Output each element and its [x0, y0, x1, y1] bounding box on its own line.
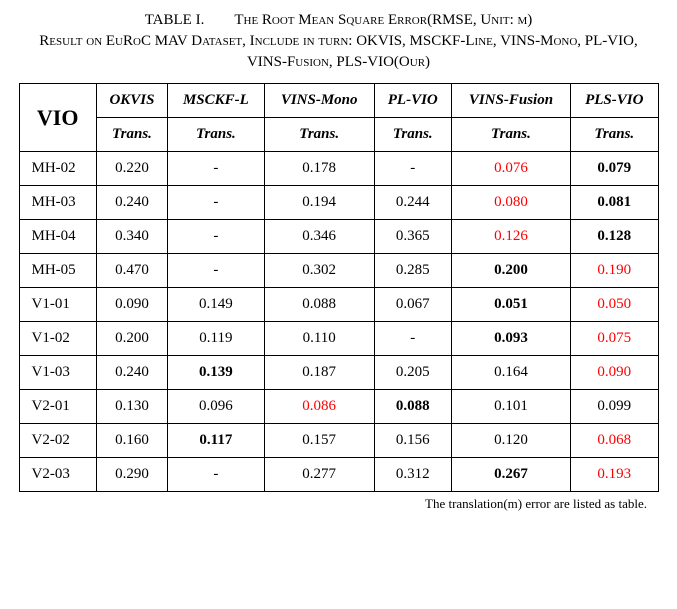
table-cell: 0.290 — [96, 458, 167, 492]
row-name: V2-01 — [19, 390, 96, 424]
table-cell: 0.086 — [264, 390, 374, 424]
header-method-5: PLS-VIO — [571, 84, 658, 118]
table-cell: 0.187 — [264, 356, 374, 390]
header-method-2: VINS-Mono — [264, 84, 374, 118]
table-cell: 0.088 — [264, 288, 374, 322]
table-cell: 0.205 — [374, 356, 451, 390]
row-name: V1-01 — [19, 288, 96, 322]
table-cell: 0.130 — [96, 390, 167, 424]
header-method-0: OKVIS — [96, 84, 167, 118]
row-name: V1-02 — [19, 322, 96, 356]
table-cell: 0.126 — [451, 220, 570, 254]
table-cell: 0.240 — [96, 356, 167, 390]
table-cell: 0.157 — [264, 424, 374, 458]
table-cell: 0.277 — [264, 458, 374, 492]
table-cell: 0.470 — [96, 254, 167, 288]
caption-title-line-1: The Root Mean Square Error(RMSE, Unit: m… — [234, 12, 532, 28]
table-cell: 0.110 — [264, 322, 374, 356]
row-name: MH-05 — [19, 254, 96, 288]
table-cell: 0.117 — [168, 424, 265, 458]
table-cell: 0.119 — [168, 322, 265, 356]
table-row: MH-020.220-0.178-0.0760.079 — [19, 152, 658, 186]
table-cell: 0.193 — [571, 458, 658, 492]
table-cell: 0.093 — [451, 322, 570, 356]
row-name: V2-03 — [19, 458, 96, 492]
table-cell: - — [168, 254, 265, 288]
table-cell: - — [168, 220, 265, 254]
table-cell: 0.244 — [374, 186, 451, 220]
table-cell: 0.139 — [168, 356, 265, 390]
table-cell: 0.164 — [451, 356, 570, 390]
table-row: V1-010.0900.1490.0880.0670.0510.050 — [19, 288, 658, 322]
row-name: MH-04 — [19, 220, 96, 254]
table-cell: 0.090 — [571, 356, 658, 390]
header-method-1: MSCKF-L — [168, 84, 265, 118]
table-cell: 0.101 — [451, 390, 570, 424]
table-cell: 0.302 — [264, 254, 374, 288]
caption-title-line-2: Result on EuRoC MAV Dataset, Include in … — [39, 33, 637, 70]
header-sub-1: Trans. — [168, 118, 265, 152]
table-caption: TABLE I. The Root Mean Square Error(RMSE… — [30, 10, 647, 73]
header-vio: VIO — [19, 84, 96, 152]
table-row: V1-020.2000.1190.110-0.0930.075 — [19, 322, 658, 356]
header-method-4: VINS-Fusion — [451, 84, 570, 118]
header-sub-0: Trans. — [96, 118, 167, 152]
table-cell: 0.194 — [264, 186, 374, 220]
table-cell: - — [168, 458, 265, 492]
row-name: V1-03 — [19, 356, 96, 390]
table-cell: 0.067 — [374, 288, 451, 322]
table-cell: 0.051 — [451, 288, 570, 322]
table-cell: 0.099 — [571, 390, 658, 424]
table-cell: 0.080 — [451, 186, 570, 220]
header-sub-5: Trans. — [571, 118, 658, 152]
table-cell: 0.128 — [571, 220, 658, 254]
table-cell: 0.200 — [96, 322, 167, 356]
table-cell: 0.079 — [571, 152, 658, 186]
table-cell: - — [374, 152, 451, 186]
table-cell: 0.190 — [571, 254, 658, 288]
table-cell: 0.160 — [96, 424, 167, 458]
table-cell: 0.156 — [374, 424, 451, 458]
header-sub-3: Trans. — [374, 118, 451, 152]
header-sub-4: Trans. — [451, 118, 570, 152]
table-cell: 0.365 — [374, 220, 451, 254]
table-cell: 0.075 — [571, 322, 658, 356]
table-row: MH-030.240-0.1940.2440.0800.081 — [19, 186, 658, 220]
caption-table-number: TABLE I. — [145, 12, 205, 28]
table-cell: 0.312 — [374, 458, 451, 492]
table-cell: 0.076 — [451, 152, 570, 186]
table-row: V1-030.2400.1390.1870.2050.1640.090 — [19, 356, 658, 390]
table-cell: 0.050 — [571, 288, 658, 322]
table-cell: 0.267 — [451, 458, 570, 492]
table-row: V2-010.1300.0960.0860.0880.1010.099 — [19, 390, 658, 424]
table-cell: 0.340 — [96, 220, 167, 254]
table-footnote: The translation(m) error are listed as t… — [10, 496, 647, 512]
table-row: MH-040.340-0.3460.3650.1260.128 — [19, 220, 658, 254]
table-cell: 0.200 — [451, 254, 570, 288]
table-cell: 0.346 — [264, 220, 374, 254]
table-cell: 0.240 — [96, 186, 167, 220]
table-row: MH-050.470-0.3020.2850.2000.190 — [19, 254, 658, 288]
header-method-3: PL-VIO — [374, 84, 451, 118]
table-row: V2-030.290-0.2770.3120.2670.193 — [19, 458, 658, 492]
table-cell: - — [168, 186, 265, 220]
table-cell: 0.120 — [451, 424, 570, 458]
table-cell: 0.096 — [168, 390, 265, 424]
row-name: MH-02 — [19, 152, 96, 186]
table-cell: - — [374, 322, 451, 356]
table-cell: 0.220 — [96, 152, 167, 186]
table-cell: 0.149 — [168, 288, 265, 322]
table-cell: 0.088 — [374, 390, 451, 424]
rmse-table: VIO OKVIS MSCKF-L VINS-Mono PL-VIO VINS-… — [19, 83, 659, 492]
table-cell: 0.081 — [571, 186, 658, 220]
row-name: MH-03 — [19, 186, 96, 220]
table-cell: 0.178 — [264, 152, 374, 186]
table-cell: 0.285 — [374, 254, 451, 288]
header-sub-2: Trans. — [264, 118, 374, 152]
table-cell: 0.090 — [96, 288, 167, 322]
table-cell: 0.068 — [571, 424, 658, 458]
table-cell: - — [168, 152, 265, 186]
row-name: V2-02 — [19, 424, 96, 458]
table-row: V2-020.1600.1170.1570.1560.1200.068 — [19, 424, 658, 458]
